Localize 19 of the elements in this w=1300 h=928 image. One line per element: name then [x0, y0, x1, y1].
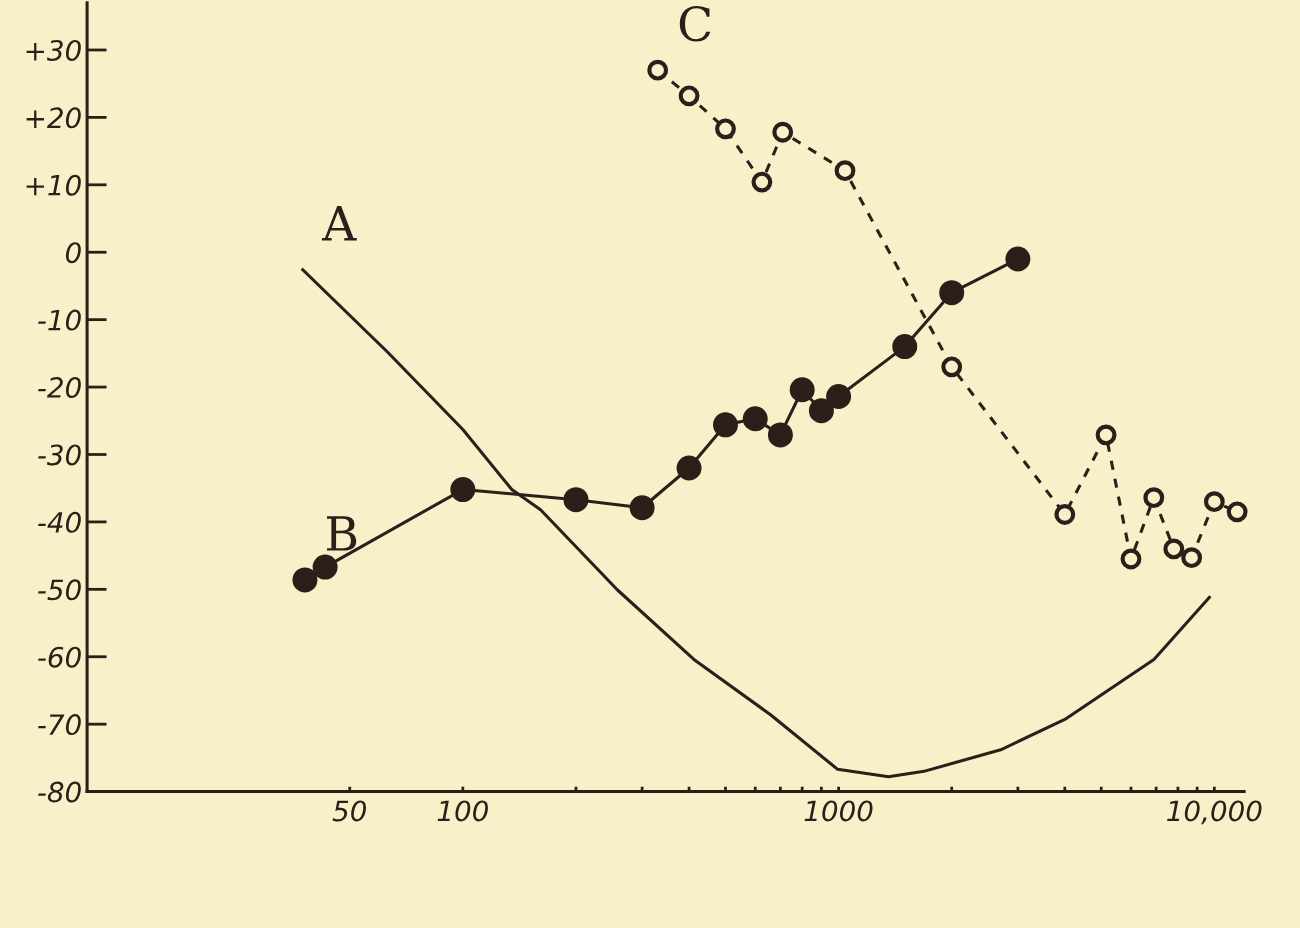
x-tick-label: 50	[332, 800, 367, 822]
x-tick-label: 1000	[804, 800, 873, 822]
y-tick-label: -80	[38, 781, 81, 803]
y-tick-label: -60	[38, 646, 81, 668]
y-tick-label: -20	[38, 377, 81, 399]
y-tick-label: +30	[26, 39, 81, 61]
y-tick-label: -70	[38, 714, 81, 736]
y-tick-label: -30	[38, 444, 81, 466]
y-tick-label: -10	[38, 309, 81, 331]
y-tick-label: -50	[38, 579, 81, 601]
series-label: A	[321, 206, 357, 241]
y-tick-label: -40	[38, 511, 81, 533]
y-tick-label: 0	[65, 242, 81, 264]
series-label: C	[679, 5, 711, 42]
y-tick-label: +20	[26, 107, 81, 129]
x-tick-label: 10,000	[1167, 800, 1262, 825]
series-label: B	[327, 516, 357, 551]
x-tick-label: 100	[437, 800, 488, 822]
y-tick-label: +10	[26, 174, 81, 196]
